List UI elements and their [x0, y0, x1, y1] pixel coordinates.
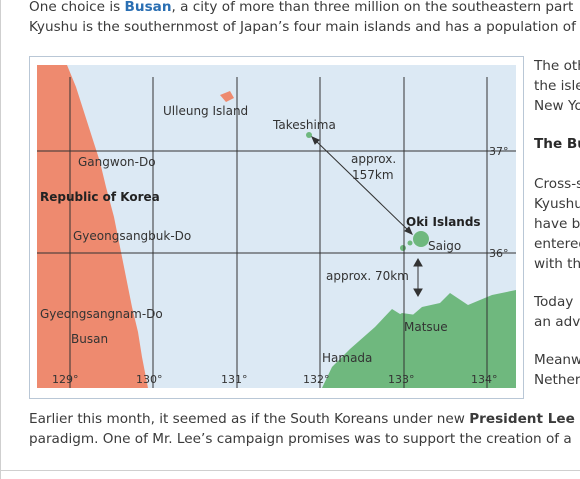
map-label-approx-157: approx. [351, 152, 396, 166]
map-label-oki: Oki Islands [406, 215, 481, 229]
oki-island-small [400, 245, 406, 251]
distance-arrows [311, 136, 423, 298]
divider [1, 470, 580, 471]
side-heading: The Bu [534, 134, 580, 154]
lon-label: 129° [52, 373, 79, 386]
map-label-busan: Busan [71, 332, 108, 346]
side-text-line: an adv [534, 314, 580, 330]
arrowhead [413, 257, 423, 267]
bold-text: President Lee [469, 411, 575, 427]
paragraph-line: paradigm. One of Mr. Lee’s campaign prom… [29, 431, 572, 447]
text-fragment: One choice is [29, 0, 125, 15]
lon-label: 130° [136, 373, 163, 386]
side-text-line: Today [534, 294, 574, 310]
side-heading-text: The Bu [534, 136, 580, 152]
oki-island-main [413, 231, 429, 247]
side-text-line: The oth [534, 58, 580, 74]
map-label-157km: 157km [352, 168, 394, 182]
arrowhead [413, 288, 423, 298]
map-label-matsue: Matsue [404, 320, 448, 334]
text-fragment: Earlier this month, it seemed as if the … [29, 411, 470, 427]
lon-label: 133° [388, 373, 415, 386]
map-label-saigo: Saigo [428, 239, 461, 253]
lon-label: 134° [471, 373, 498, 386]
paragraph-line: Earlier this month, it seemed as if the … [29, 409, 575, 429]
side-text-line: have b [534, 216, 580, 232]
paragraph-line: Kyushu is the southernmost of Japan’s fo… [29, 19, 576, 35]
ulleung-island-shape [220, 91, 234, 102]
lon-label: 132° [303, 373, 330, 386]
side-text-line: New Yo [534, 98, 580, 114]
busan-link[interactable]: Busan [124, 0, 172, 15]
distance-157km-line [313, 138, 411, 233]
side-text-line: Nether [534, 372, 580, 388]
map-label-gyeongnam: Gyeongsangnam-Do [40, 307, 163, 321]
lat-label: 37° [489, 145, 509, 158]
map-label-gyeongbuk: Gyeongsangbuk-Do [73, 229, 191, 243]
map-label-ulleung: Ulleung Island [163, 104, 248, 118]
map-svg: Ulleung Island Takeshima Gangwon-Do Repu… [37, 65, 516, 388]
arrowhead [311, 136, 320, 145]
lat-label: 36° [489, 247, 509, 260]
side-text-line: entered [534, 236, 580, 252]
map-label-gangwon: Gangwon-Do [78, 155, 156, 169]
map-figure: Ulleung Island Takeshima Gangwon-Do Repu… [29, 56, 524, 399]
takeshima-shape [306, 132, 312, 138]
side-text-line: Meanw [534, 352, 580, 368]
side-text-line: with th [534, 256, 580, 272]
side-text-line: Cross-s [534, 176, 580, 192]
map-label-hamada: Hamada [322, 351, 372, 365]
arrowhead [404, 226, 413, 235]
graticule [37, 77, 516, 388]
side-text-line: Kyushu [534, 196, 580, 212]
paragraph-line: One choice is Busan, a city of more than… [29, 0, 573, 17]
map-label-korea: Republic of Korea [40, 190, 160, 204]
map-label-approx-70km: approx. 70km [326, 269, 409, 283]
japan-landmass [322, 290, 516, 388]
lon-label: 131° [221, 373, 248, 386]
side-text-line: the isle [534, 78, 580, 94]
oki-island-small [407, 240, 413, 246]
text-fragment: , a city of more than three million on t… [171, 0, 574, 15]
korea-landmass [37, 65, 148, 388]
map-label-takeshima: Takeshima [272, 118, 336, 132]
